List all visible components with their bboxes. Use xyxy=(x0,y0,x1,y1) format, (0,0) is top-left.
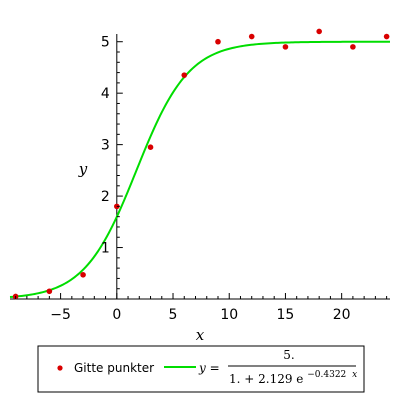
plot-area: −5 0 5 10 15 20 1 2 3 4 5 xyxy=(9,28,390,323)
data-point xyxy=(80,272,86,278)
data-point xyxy=(248,33,255,40)
fit-line-group xyxy=(9,40,390,299)
data-point xyxy=(46,288,53,295)
data-point xyxy=(383,33,390,40)
x-tick-label: 20 xyxy=(333,307,351,323)
y-tick-label: 2 xyxy=(101,189,110,205)
x-axis-title: x xyxy=(196,326,205,344)
x-tick-label: 10 xyxy=(220,307,238,323)
legend-point-marker xyxy=(57,365,63,371)
legend-points-label: Gitte punkter xyxy=(74,361,154,375)
legend-eq-exponent: −0.4322 xyxy=(307,370,346,380)
fit-curve-line xyxy=(9,40,390,299)
axes xyxy=(10,34,390,300)
x-tick-label: 15 xyxy=(277,307,295,323)
y-axis-title: y xyxy=(78,160,88,178)
legend: Gitte punkter y = 5. 1. + 2.129 e −0.432… xyxy=(37,345,365,393)
x-tick-label: 0 xyxy=(112,307,121,323)
legend-box xyxy=(37,345,365,393)
legend-eq-exponent-var: x xyxy=(352,370,357,380)
data-point xyxy=(215,38,221,45)
x-tick-label: −5 xyxy=(50,307,71,323)
y-tick-label: 3 xyxy=(101,138,110,154)
y-tick-label: 4 xyxy=(101,86,110,102)
legend-eq-numerator: 5. xyxy=(283,348,294,362)
y-tick-label: 5 xyxy=(101,35,110,51)
x-tick-label: 5 xyxy=(169,307,178,323)
data-point xyxy=(147,144,154,151)
data-point xyxy=(282,44,289,50)
data-point xyxy=(181,72,188,78)
data-point xyxy=(350,44,356,50)
legend-eq-denominator: 1. + 2.129 e −0.4322 x xyxy=(229,366,357,386)
ticks-group: −5 0 5 10 15 20 1 2 3 4 5 xyxy=(15,35,388,323)
legend-eq-lhs: y = xyxy=(198,361,220,375)
legend-eq-denominator-base: 1. + 2.129 e xyxy=(229,372,303,386)
y-tick-label: 1 xyxy=(101,241,110,257)
data-point xyxy=(316,28,322,35)
points-group xyxy=(12,28,390,300)
